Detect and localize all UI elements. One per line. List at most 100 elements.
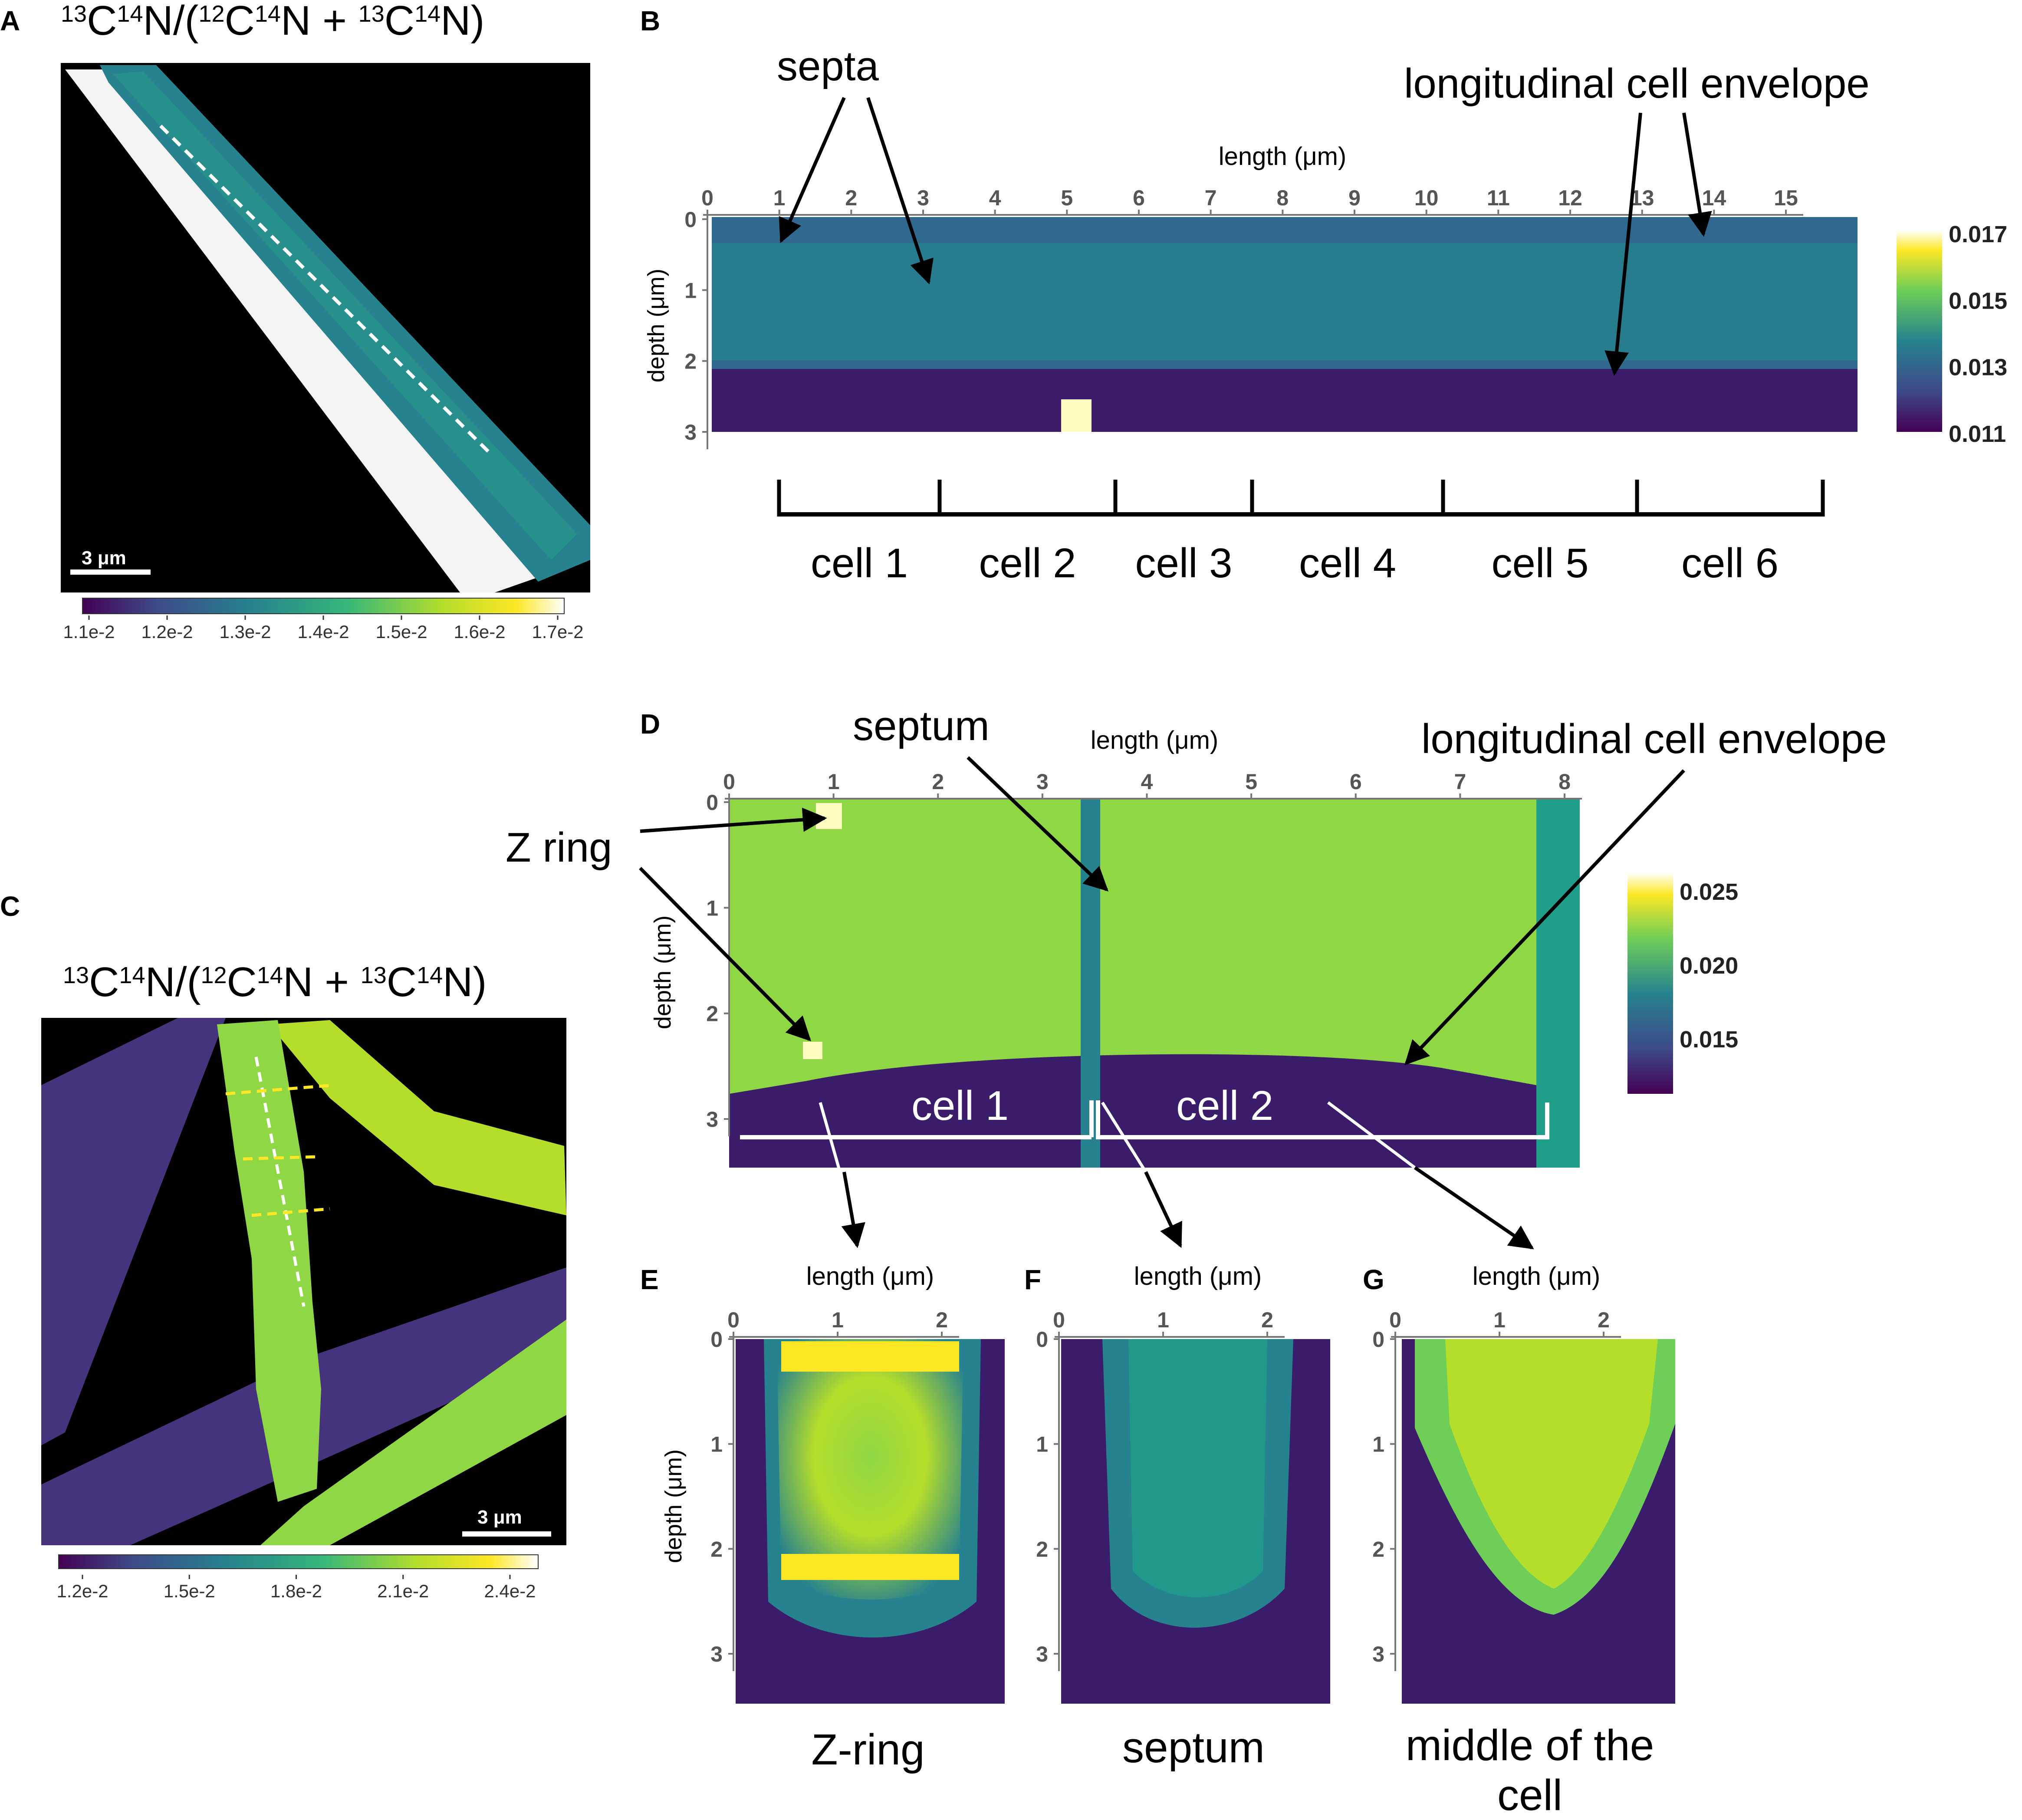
panel-b-xaxis-tick-label: 9 xyxy=(1348,186,1361,210)
panel-d-zring-arrow-2 xyxy=(639,867,811,1041)
panel-d-yaxis-tick-label: 1 xyxy=(706,896,718,920)
panel-e-yaxis-tick-label: 1 xyxy=(710,1432,723,1457)
panel-b-cell-2-label: cell 2 xyxy=(979,540,1076,586)
panel-b-xaxis-tick-label: 0 xyxy=(701,186,713,210)
panel-d-envelope-arrow xyxy=(1404,769,1685,1066)
panel-e-yaxis-tick-label: 2 xyxy=(710,1537,723,1561)
panel-e-ring-top xyxy=(781,1341,959,1372)
panel-c-colorbar-tick-label: 1.8e-2 xyxy=(270,1581,322,1601)
panel-c-middle-line xyxy=(251,1207,330,1217)
panel-d-xaxis-tick-label: 1 xyxy=(828,770,840,794)
panel-c-colorbar-tick-label: 2.4e-2 xyxy=(484,1581,536,1601)
panel-e: E length (μm) depth (μm) 0 1 2 0 1 2 3 Z-ring xyxy=(640,1262,1005,1774)
panel-b-xaxis-tick-label: 8 xyxy=(1276,186,1289,210)
panel-d-xaxis-tick-label: 5 xyxy=(1245,770,1257,794)
panel-c-title: 13C14N/(12C14N + 13C14N) xyxy=(63,959,487,1005)
panel-g-letter: G xyxy=(1363,1264,1384,1295)
panel-e-caption: Z-ring xyxy=(811,1725,924,1774)
panel-b-septa-arrow-1 xyxy=(779,97,846,244)
panel-d-xaxis-tick-label: 2 xyxy=(932,770,944,794)
panel-c-scalebar-label: 3 μm xyxy=(477,1507,522,1528)
panel-b-letter: B xyxy=(640,5,660,36)
panel-b-colorbar-ticks: 0.017 0.015 0.013 0.011 xyxy=(1949,221,2007,447)
panel-f-cell-core xyxy=(1128,1339,1267,1597)
panel-d-colorbar-tick-label: 0.015 xyxy=(1680,1027,1738,1053)
panel-b-xaxis-tick-label: 15 xyxy=(1774,186,1798,210)
panel-a-colorbar-tick-label: 1.2e-2 xyxy=(141,622,193,642)
panel-a-bright-filament xyxy=(65,69,538,592)
panel-f-yaxis-tick-label: 0 xyxy=(1036,1327,1048,1352)
panel-g-yaxis-tick-label: 1 xyxy=(1372,1432,1384,1457)
panel-f-caption: septum xyxy=(1122,1723,1265,1772)
panel-b-envelope-label: longitudinal cell envelope xyxy=(1404,60,1870,107)
panel-a-colorbar-tick-label: 1.5e-2 xyxy=(375,622,427,642)
panel-f-yaxis-tick-label: 3 xyxy=(1036,1642,1048,1666)
panel-b-cell-4-label: cell 4 xyxy=(1299,540,1396,586)
panel-d-letter: D xyxy=(640,708,660,740)
panel-b-colorbar xyxy=(1897,230,1942,432)
panel-c-central-hypha xyxy=(217,1020,321,1502)
panel-f-xlabel: length (μm) xyxy=(1134,1262,1262,1290)
panel-c-colorbar xyxy=(58,1554,539,1569)
panel-b-cell-5-label: cell 5 xyxy=(1491,540,1588,586)
panel-a-colorbar-tick-label: 1.3e-2 xyxy=(219,622,271,642)
panel-b-xaxis-tick-label: 5 xyxy=(1061,186,1073,210)
panel-d-cell-1-label: cell 1 xyxy=(911,1083,1009,1129)
panel-d-yaxis-tick-label: 3 xyxy=(706,1107,718,1132)
panel-d-to-e-arrow-head xyxy=(841,1172,865,1248)
panel-g-xaxis: 0 1 2 xyxy=(1389,1308,1621,1338)
panel-b-xaxis-tick-label: 6 xyxy=(1133,186,1145,210)
panel-e-ylabel: depth (μm) xyxy=(661,1449,687,1563)
panel-g-yaxis: 0 1 2 3 xyxy=(1372,1327,1396,1671)
panel-b-xaxis-tick-label: 10 xyxy=(1414,186,1439,210)
panel-b-yaxis-tick-label: 0 xyxy=(684,207,697,232)
panel-b-xaxis-tick-label: 11 xyxy=(1487,186,1510,210)
panel-d-to-f-arrow-head xyxy=(1144,1171,1182,1248)
panel-d-right-edge xyxy=(1536,799,1580,1168)
panel-b-cell-6-label: cell 6 xyxy=(1681,540,1779,586)
panel-f-letter: F xyxy=(1024,1264,1041,1295)
panel-b-ylabel: depth (μm) xyxy=(643,269,669,382)
panel-c-scalebar xyxy=(462,1531,551,1537)
panel-d-cell-2-label: cell 2 xyxy=(1176,1083,1273,1129)
panel-e-xaxis-tick-label: 2 xyxy=(936,1308,948,1332)
panel-b-cell-bracket: cell 1 cell 2 cell 3 cell 4 cell 5 cell 6 xyxy=(777,480,1825,586)
panel-a-colorbar-tick-label: 1.7e-2 xyxy=(532,622,583,642)
panel-b-xaxis-tick-label: 14 xyxy=(1702,186,1726,210)
panel-g-xaxis-tick-label: 1 xyxy=(1493,1308,1506,1332)
panel-g-yaxis-tick-label: 2 xyxy=(1372,1537,1384,1561)
panel-b-xaxis-tick-label: 7 xyxy=(1205,186,1217,210)
panel-b-colorbar-tick-label: 0.011 xyxy=(1949,421,2006,447)
panel-b-xaxis-tick-label: 1 xyxy=(773,186,786,210)
panel-g-caption-line-1: middle of the xyxy=(1406,1721,1654,1770)
panel-c-colorbar-tick-label: 1.2e-2 xyxy=(56,1581,108,1601)
panel-a-profile-line xyxy=(159,125,490,453)
panel-b-xaxis-tick-label: 4 xyxy=(989,186,1001,210)
panel-b-xaxis: 0 1 2 3 4 5 6 7 8 9 10 11 12 13 14 15 xyxy=(701,186,1803,216)
panel-f-xaxis-tick-label: 1 xyxy=(1157,1308,1169,1332)
panel-d-zring-label: Z ring xyxy=(506,824,612,871)
panel-e-yaxis: 0 1 2 3 xyxy=(710,1327,734,1671)
panel-g: G length (μm) 0 1 2 0 1 2 3 middle of the cel… xyxy=(1363,1262,1675,1820)
panel-f-yaxis-tick-label: 2 xyxy=(1036,1537,1048,1561)
panel-b-envelope-arrow-2 xyxy=(1682,112,1712,237)
panel-d-yaxis: 0 1 2 3 xyxy=(706,790,730,1136)
panel-c-colorbar-ticks: 1.2e-2 1.5e-2 1.8e-2 2.1e-2 2.4e-2 xyxy=(56,1575,536,1601)
panel-e-yaxis-tick-label: 0 xyxy=(710,1327,723,1352)
panel-f-yaxis-tick-label: 1 xyxy=(1036,1432,1048,1457)
panel-b-yaxis-tick-label: 3 xyxy=(684,420,697,444)
panel-b-yaxis: 0 1 2 3 xyxy=(684,207,708,449)
panel-d-colorbar-tick-label: 0.020 xyxy=(1680,953,1738,979)
panel-d-colorbar-tick-label: 0.025 xyxy=(1680,879,1738,905)
panel-c-colorbar-tick-label: 2.1e-2 xyxy=(377,1581,429,1601)
panel-d-zring-spot-top xyxy=(816,803,842,829)
panel-d-zring-arrow-1 xyxy=(640,807,827,833)
panel-f-yaxis: 0 1 2 3 xyxy=(1036,1327,1060,1671)
panel-a-letter: A xyxy=(0,5,20,36)
panel-b-cell-3-label: cell 3 xyxy=(1135,540,1232,586)
panel-d-xaxis-tick-label: 3 xyxy=(1036,770,1049,794)
panel-b-septa-arrow-2 xyxy=(866,97,934,285)
panel-d-septum-label: septum xyxy=(853,703,990,749)
